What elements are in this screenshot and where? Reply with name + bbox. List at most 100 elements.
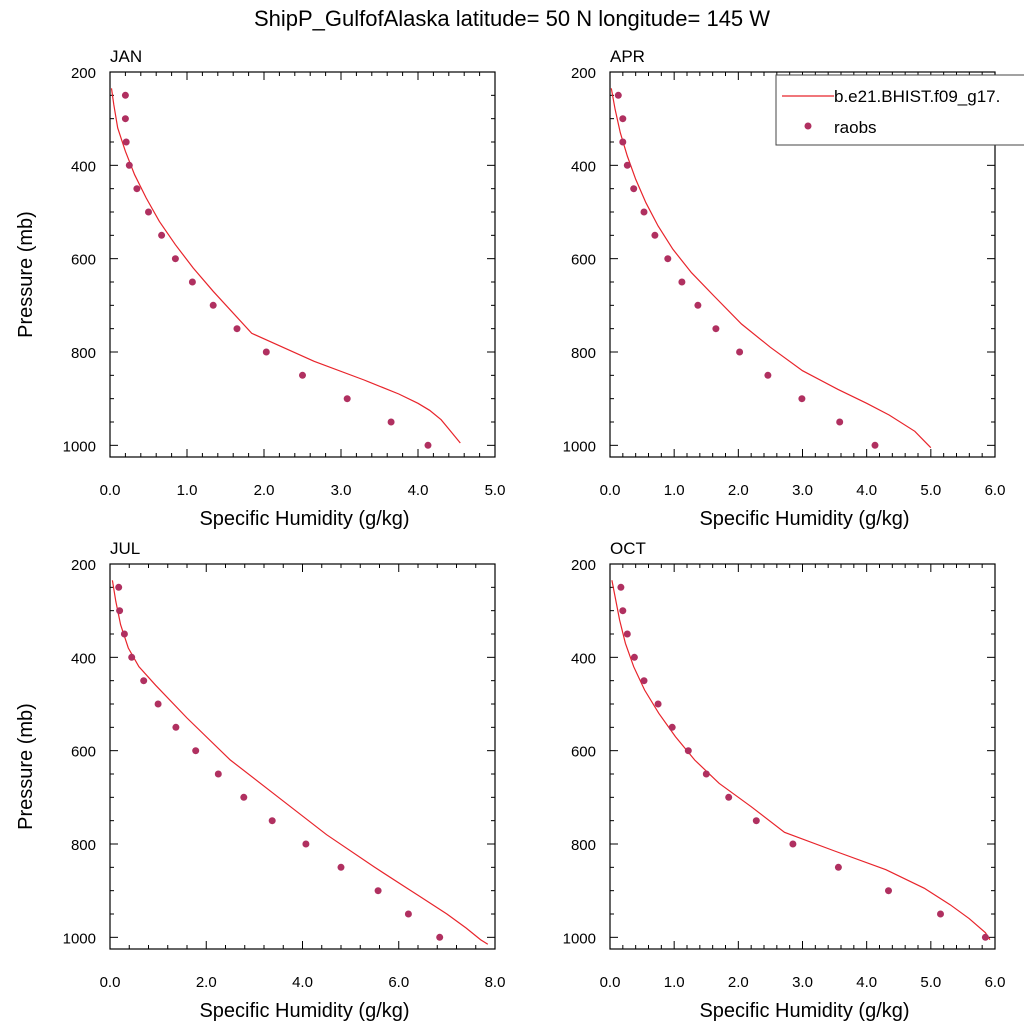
- obs-point: [128, 653, 136, 661]
- y-tick-label: 200: [71, 65, 96, 82]
- obs-point: [116, 607, 124, 615]
- obs-point: [133, 185, 141, 193]
- obs-point: [684, 747, 692, 755]
- obs-point: [188, 278, 196, 286]
- x-tick-label: 2.0: [728, 974, 749, 991]
- obs-point: [651, 231, 659, 239]
- obs-point: [337, 863, 345, 871]
- obs-point: [789, 840, 797, 848]
- x-tick-label: 0.0: [100, 482, 121, 499]
- y-tick-label: 200: [71, 557, 96, 574]
- obs-point: [752, 817, 760, 825]
- obs-point: [668, 723, 676, 731]
- obs-point: [404, 910, 412, 918]
- x-tick-label: 1.0: [664, 974, 685, 991]
- y-axis-title: Pressure (mb): [15, 703, 37, 830]
- obs-point: [121, 91, 129, 99]
- obs-point: [214, 770, 222, 778]
- obs-point: [158, 231, 166, 239]
- x-tick-label: 2.0: [196, 974, 217, 991]
- obs-point: [836, 418, 844, 426]
- x-tick-label: 6.0: [985, 482, 1006, 499]
- y-tick-label: 400: [571, 650, 596, 667]
- y-tick-label: 600: [71, 252, 96, 269]
- x-tick-label: 3.0: [331, 482, 352, 499]
- obs-point: [387, 418, 395, 426]
- model-line: [110, 88, 461, 444]
- panel-label: APR: [610, 47, 645, 66]
- model-line: [111, 580, 489, 945]
- obs-point: [630, 653, 638, 661]
- obs-point: [192, 747, 200, 755]
- obs-point: [299, 371, 306, 379]
- obs-point: [725, 793, 733, 801]
- x-tick-label: 1.0: [664, 482, 685, 499]
- obs-point: [619, 607, 627, 615]
- obs-point: [240, 793, 248, 801]
- obs-point: [885, 887, 892, 895]
- obs-point: [424, 441, 432, 449]
- y-tick-label: 800: [71, 837, 96, 854]
- obs-point: [834, 863, 842, 871]
- obs-point: [640, 208, 648, 216]
- y-tick-label: 1000: [63, 930, 96, 947]
- y-tick-label: 800: [71, 345, 96, 362]
- x-tick-label: 0.0: [100, 974, 121, 991]
- obs-point: [374, 887, 382, 895]
- y-tick-label: 400: [71, 650, 96, 667]
- obs-point: [981, 933, 989, 941]
- obs-point: [654, 700, 662, 708]
- plot-frame: [109, 563, 496, 950]
- model-line: [611, 580, 991, 941]
- x-tick-label: 4.0: [856, 482, 877, 499]
- obs-point: [121, 115, 129, 123]
- plot-frame: [109, 71, 496, 458]
- obs-point: [619, 115, 627, 123]
- obs-point: [140, 677, 148, 685]
- plot-frame: [609, 563, 996, 950]
- panel-label: JUL: [110, 539, 140, 558]
- x-tick-label: 0.0: [600, 974, 621, 991]
- y-tick-label: 800: [571, 345, 596, 362]
- legend-marker-swatch: [804, 122, 812, 130]
- obs-point: [262, 348, 270, 356]
- obs-point: [640, 677, 648, 685]
- obs-point: [171, 255, 179, 263]
- y-tick-label: 400: [71, 158, 96, 175]
- figure-title: ShipP_GulfofAlaska latitude= 50 N longit…: [254, 6, 770, 31]
- obs-point: [436, 933, 444, 941]
- x-tick-label: 5.0: [920, 974, 941, 991]
- y-tick-label: 1000: [563, 930, 596, 947]
- obs-point: [712, 325, 720, 333]
- x-tick-label: 2.0: [254, 482, 275, 499]
- obs-point: [154, 700, 162, 708]
- obs-point: [871, 441, 879, 449]
- x-tick-label: 4.0: [292, 974, 313, 991]
- x-axis-title: Specific Humidity (g/kg): [699, 508, 909, 530]
- x-tick-label: 0.0: [600, 482, 621, 499]
- obs-point: [619, 138, 627, 146]
- y-axis-title: Pressure (mb): [15, 211, 37, 338]
- y-tick-label: 800: [571, 837, 596, 854]
- obs-point: [115, 583, 123, 591]
- panel-label: JAN: [110, 47, 142, 66]
- x-tick-label: 2.0: [728, 482, 749, 499]
- y-tick-label: 400: [571, 158, 596, 175]
- y-tick-label: 600: [571, 744, 596, 761]
- x-tick-label: 3.0: [792, 974, 813, 991]
- obs-point: [172, 723, 180, 731]
- x-axis-title: Specific Humidity (g/kg): [199, 1000, 409, 1022]
- x-tick-label: 6.0: [985, 974, 1006, 991]
- obs-point: [614, 91, 622, 99]
- panel-label: OCT: [610, 539, 646, 558]
- x-tick-label: 6.0: [388, 974, 409, 991]
- legend-box: [775, 74, 1024, 146]
- legend-model-label: b.e21.BHIST.f09_g17.: [834, 87, 1000, 106]
- panel-jul: JUL 0.0 2.0 4.0 6.0 8.0 200 400 600 800 1000 Specif…: [15, 539, 505, 1022]
- x-tick-label: 3.0: [792, 482, 813, 499]
- x-axis-title: Specific Humidity (g/kg): [699, 1000, 909, 1022]
- panel-apr: APR 0.0 1.0 2.0 3.0 4.0 5.0 6.0 200 400 600 800 1000…: [563, 47, 1006, 530]
- obs-point: [617, 583, 625, 591]
- obs-point: [630, 185, 638, 193]
- x-tick-label: 5.0: [485, 482, 506, 499]
